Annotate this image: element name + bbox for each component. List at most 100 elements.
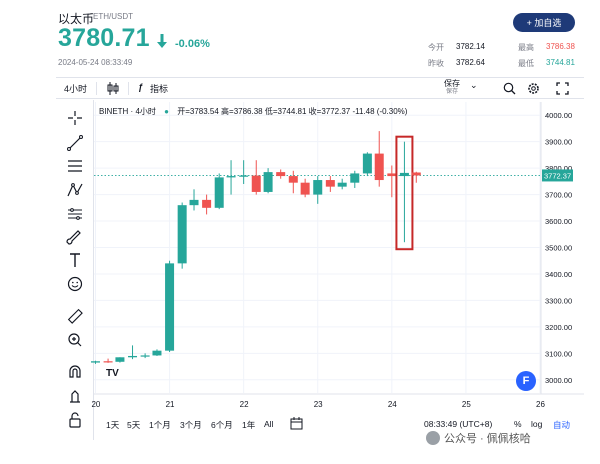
- x-tick-label: 25: [462, 400, 471, 409]
- candle-body[interactable]: [239, 175, 249, 177]
- quote-header: 以太币 ETH/USDT 3780.71 -0.06% 2024-05-24 0…: [0, 0, 600, 76]
- x-tick-label: 21: [166, 400, 175, 409]
- chart-grid: [94, 102, 541, 393]
- chart-toolbar: 4小时 ƒ 指标 保存 保存 ⌄: [56, 77, 584, 99]
- candle-body[interactable]: [177, 205, 187, 264]
- candle-body[interactable]: [152, 350, 162, 356]
- zoom-in-icon[interactable]: [65, 330, 85, 350]
- candles-icon[interactable]: [106, 82, 120, 95]
- candle-body[interactable]: [300, 182, 310, 195]
- candle-body[interactable]: [115, 357, 125, 362]
- save-button[interactable]: 保存 保存: [444, 79, 460, 97]
- candle-body[interactable]: [214, 177, 224, 208]
- range-1d[interactable]: 1天: [106, 420, 120, 430]
- calendar-range-icon[interactable]: [290, 417, 303, 430]
- price-change: -0.06%: [175, 38, 210, 50]
- candle-body[interactable]: [411, 172, 421, 176]
- x-tick-label: 24: [388, 400, 397, 409]
- y-tick-label: 3400.00: [545, 270, 572, 279]
- candle-body[interactable]: [387, 173, 397, 177]
- open-label: 今开: [428, 43, 444, 52]
- axes: 3000.00 3100.00 3200.00 3300.00 3400.00 3500.…: [91, 102, 584, 409]
- log-toggle[interactable]: log: [531, 419, 543, 429]
- legend-ohlc: 开=3783.54 高=3786.38 低=3744.81 收=3772.37 …: [177, 107, 408, 116]
- candle-body[interactable]: [140, 355, 150, 357]
- open-value: 3782.14: [456, 42, 485, 51]
- measure-lines-icon[interactable]: [65, 204, 85, 224]
- candle-body[interactable]: [90, 361, 100, 363]
- range-3m[interactable]: 3个月: [180, 420, 202, 430]
- highlight-box: [395, 135, 414, 251]
- range-all[interactable]: All: [264, 419, 274, 429]
- tradingview-logo-icon: TV: [106, 368, 119, 379]
- crosshair-icon[interactable]: [65, 108, 85, 128]
- interval-select[interactable]: 4小时: [64, 84, 88, 94]
- x-tick-label: 22: [240, 400, 249, 409]
- candle-body[interactable]: [263, 172, 273, 192]
- quote-timestamp: 2024-05-24 08:33:49: [58, 58, 133, 67]
- search-icon[interactable]: [503, 82, 516, 95]
- last-price-tag: [542, 169, 573, 182]
- candle-body[interactable]: [374, 153, 384, 181]
- lock-drawings-icon[interactable]: [65, 386, 85, 406]
- auto-scale-toggle[interactable]: 自动: [553, 420, 571, 430]
- emoji-icon[interactable]: [65, 274, 85, 294]
- candle-body[interactable]: [337, 182, 347, 187]
- low-value: 3744.81: [546, 58, 575, 67]
- brush-icon[interactable]: [65, 228, 85, 248]
- magnet-icon[interactable]: [65, 362, 85, 382]
- gear-icon[interactable]: [527, 82, 540, 95]
- candles: [90, 131, 421, 364]
- high-value: 3786.38: [546, 42, 575, 51]
- range-6m[interactable]: 6个月: [211, 420, 233, 430]
- candle-body[interactable]: [189, 199, 199, 206]
- prev-close-value: 3782.64: [456, 58, 485, 67]
- y-tick-label: 3700.00: [545, 191, 572, 200]
- candle-body[interactable]: [226, 176, 236, 178]
- candle-body[interactable]: [128, 355, 138, 358]
- candle-body[interactable]: [103, 361, 113, 363]
- candle-body[interactable]: [399, 172, 409, 177]
- candle-body[interactable]: [313, 180, 323, 195]
- lock-icon[interactable]: [65, 410, 85, 430]
- clock-time[interactable]: 08:33:49 (UTC+8): [424, 419, 493, 429]
- high-label: 最高: [518, 43, 534, 52]
- add-watchlist-button[interactable]: + 加自选: [513, 13, 575, 32]
- toolbar-divider: [96, 82, 97, 95]
- chevron-down-icon[interactable]: ⌄: [470, 80, 478, 90]
- news-badge-icon[interactable]: F: [516, 371, 536, 391]
- ruler-icon[interactable]: [65, 306, 85, 326]
- horizontal-lines-icon[interactable]: [65, 156, 85, 176]
- fullscreen-icon[interactable]: [556, 82, 569, 95]
- candle-body[interactable]: [325, 180, 335, 187]
- last-price-tag-label: 3772.37: [544, 171, 571, 180]
- y-tick-label: 3000.00: [545, 376, 572, 385]
- status-dot-icon: ●: [164, 107, 169, 116]
- candle-body[interactable]: [202, 199, 212, 208]
- range-1m[interactable]: 1个月: [149, 420, 171, 430]
- prev-close-label: 昨收: [428, 59, 444, 68]
- percent-toggle[interactable]: %: [514, 419, 522, 429]
- candle-body[interactable]: [276, 172, 286, 177]
- trend-line-icon[interactable]: [65, 133, 85, 153]
- x-tick-label: 26: [536, 400, 545, 409]
- range-5d[interactable]: 5天: [127, 420, 141, 430]
- arrow-down-icon: [157, 34, 167, 48]
- candle-body[interactable]: [362, 153, 372, 174]
- candle-body[interactable]: [350, 173, 360, 183]
- y-tick-label: 3500.00: [545, 244, 572, 253]
- candle-body[interactable]: [288, 176, 298, 183]
- range-1y[interactable]: 1年: [242, 420, 256, 430]
- text-tool-icon[interactable]: [65, 250, 85, 270]
- y-tick-label: 3900.00: [545, 138, 572, 147]
- fx-icon[interactable]: ƒ: [138, 82, 144, 92]
- pattern-icon[interactable]: [65, 180, 85, 200]
- drawing-toolbar: [56, 100, 94, 440]
- x-tick-label: 20: [91, 400, 100, 409]
- candle-body[interactable]: [251, 175, 261, 192]
- indicators-button[interactable]: 指标: [150, 84, 169, 94]
- legend-symbol: BINETH · 4小时: [99, 107, 156, 116]
- candle-body[interactable]: [165, 263, 175, 351]
- y-tick-label: 3800.00: [545, 164, 572, 173]
